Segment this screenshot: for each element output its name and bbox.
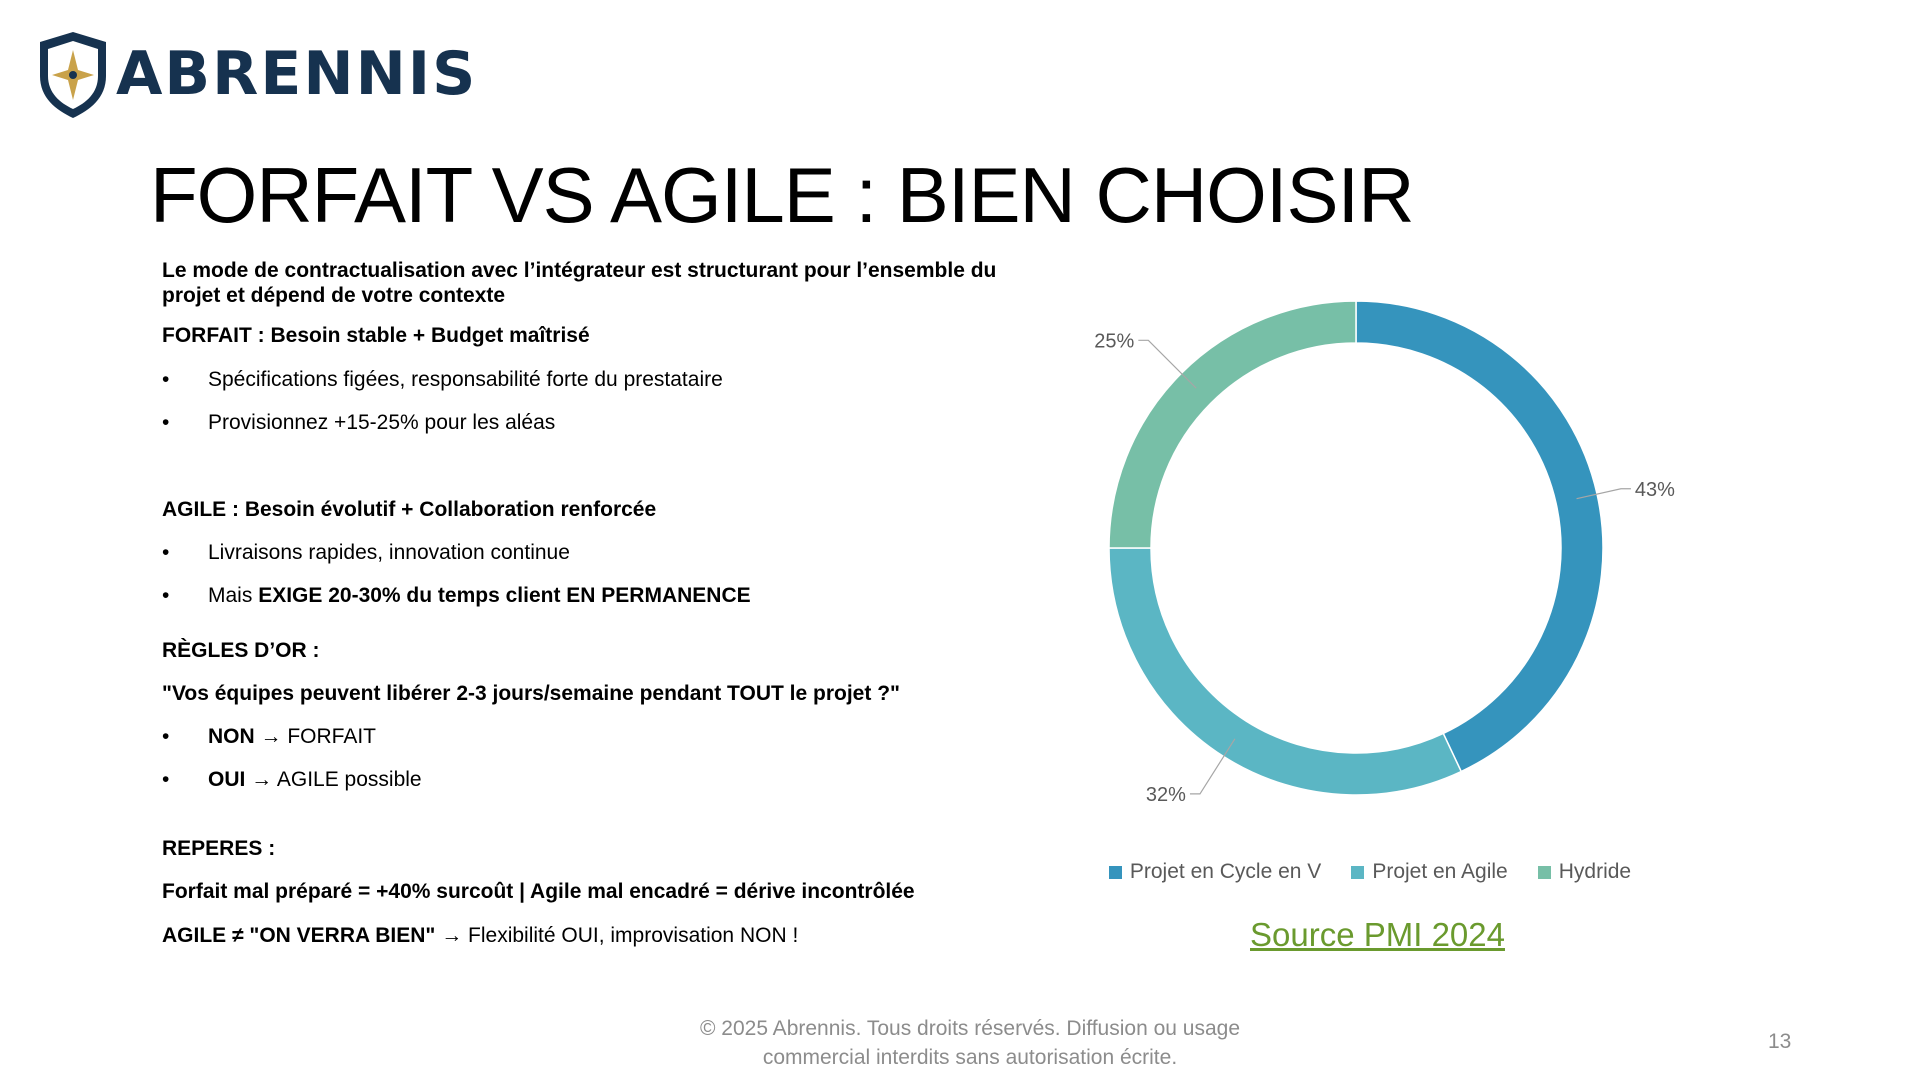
reperes-line2-rest: → Flexibilité OUI, improvisation NON ! <box>435 923 799 947</box>
leader-line-agile <box>1189 738 1236 795</box>
legend-swatch-hydride <box>1537 865 1551 879</box>
reperes-line1: Forfait mal préparé = +40% surcoût | Agi… <box>162 880 915 904</box>
chart-legend: Projet en Cycle en V Projet en Agile Hyd… <box>1090 860 1650 884</box>
source-link[interactable]: Source PMI 2024 <box>1250 916 1505 953</box>
legend-label-hydride: Hydride <box>1558 860 1632 883</box>
legend-label-cycle-v: Projet en Cycle en V <box>1129 860 1322 883</box>
regles-oui-bold: OUI <box>208 768 246 792</box>
intro-text: Le mode de contractualisation avec l’int… <box>162 259 997 308</box>
leader-line-cycle-v <box>1576 488 1631 500</box>
forfait-bullet-provision: Provisionnez +15-25% pour les aléas <box>162 410 1012 435</box>
logo-text: ABRENNIS <box>116 39 478 109</box>
shield-compass-icon <box>40 32 106 118</box>
legend-item-agile: Projet en Agile <box>1351 860 1508 884</box>
regles-non-bold: NON <box>208 724 255 748</box>
legend-item-cycle-v: Projet en Cycle en V <box>1108 860 1322 884</box>
regles-bullet-oui: OUI → AGILE possible <box>162 767 1012 792</box>
regles-non-rest: → FORFAIT <box>254 724 377 748</box>
legend-item-hydride: Hydride <box>1537 860 1632 884</box>
agile-bullet-livraisons: Livraisons rapides, innovation continue <box>162 540 1012 565</box>
legend-swatch-cycle-v <box>1108 865 1122 879</box>
agile-bullets: Livraisons rapides, innovation continue … <box>162 540 1012 609</box>
agile-heading: AGILE : Besoin évolutif + Collaboration … <box>162 497 657 521</box>
agile-bullet-exige-prefix: Mais <box>208 584 259 608</box>
agile-bullet-exige: Mais EXIGE 20-30% du temps client EN PER… <box>162 583 1012 608</box>
page-number: 13 <box>1768 1030 1792 1053</box>
forfait-bullets: Spécifications figées, responsabilité fo… <box>162 367 1012 436</box>
abrennis-logo: ABRENNIS <box>34 26 477 122</box>
donut-chart-svg: 43% 32% 25% <box>1094 300 1675 806</box>
slide-body: Le mode de contractualisation avec l’int… <box>162 258 1012 948</box>
footer-line-2: commercial interdits sans autorisation é… <box>762 1046 1178 1070</box>
regles-question: "Vos équipes peuvent libérer 2-3 jours/s… <box>162 681 900 705</box>
reperes-line2-bold: AGILE ≠ "ON VERRA BIEN" <box>162 923 436 947</box>
footer-copyright: © 2025 Abrennis. Tous droits réservés. D… <box>620 1014 1320 1073</box>
data-label-hydride: 25% <box>1094 330 1134 352</box>
donut-chart: 43% 32% 25% <box>1080 280 1680 920</box>
regles-heading: RÈGLES D’OR : <box>162 638 320 662</box>
regles-bullets: NON → FORFAIT OUI → AGILE possible <box>162 724 1012 793</box>
regles-bullet-non: NON → FORFAIT <box>162 724 1012 749</box>
data-label-cycle-v: 43% <box>1635 479 1675 501</box>
forfait-heading: FORFAIT : Besoin stable + Budget maîtris… <box>162 324 590 348</box>
regles-oui-rest: → AGILE possible <box>245 768 422 792</box>
donut-slice-agile <box>1108 547 1463 796</box>
donut-slice-hydride <box>1108 300 1357 549</box>
legend-swatch-agile <box>1351 865 1365 879</box>
footer-line-1: © 2025 Abrennis. Tous droits réservés. D… <box>699 1017 1240 1040</box>
agile-bullet-exige-bold: EXIGE 20-30% du temps client EN PERMANEN… <box>258 584 751 608</box>
data-label-agile: 32% <box>1146 784 1186 806</box>
reperes-line2: AGILE ≠ "ON VERRA BIEN" → Flexibilité OU… <box>162 923 1012 948</box>
legend-label-agile: Projet en Agile <box>1372 860 1508 883</box>
leader-line-hydride <box>1138 339 1197 389</box>
reperes-heading: REPERES : <box>162 837 276 861</box>
forfait-bullet-specs: Spécifications figées, responsabilité fo… <box>162 367 1012 392</box>
donut-slice-cycle-v <box>1355 300 1604 773</box>
slide-title: FORFAIT VS AGILE : BIEN CHOISIR <box>150 151 1415 239</box>
